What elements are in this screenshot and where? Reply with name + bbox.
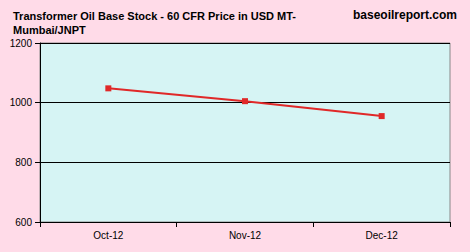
svg-text:Dec-12: Dec-12 [366,230,399,241]
svg-text:600: 600 [15,217,32,228]
svg-text:Oct-12: Oct-12 [93,230,123,241]
svg-text:1200: 1200 [10,38,33,49]
svg-text:800: 800 [15,157,32,168]
svg-text:baseoilreport.com: baseoilreport.com [353,8,457,22]
svg-text:Transformer Oil Base Stock - 6: Transformer Oil Base Stock - 60 CFR Pric… [13,10,299,22]
svg-text:Nov-12: Nov-12 [229,230,262,241]
svg-text:1000: 1000 [10,97,33,108]
svg-text:Mumbai/JNPT: Mumbai/JNPT [13,24,86,36]
